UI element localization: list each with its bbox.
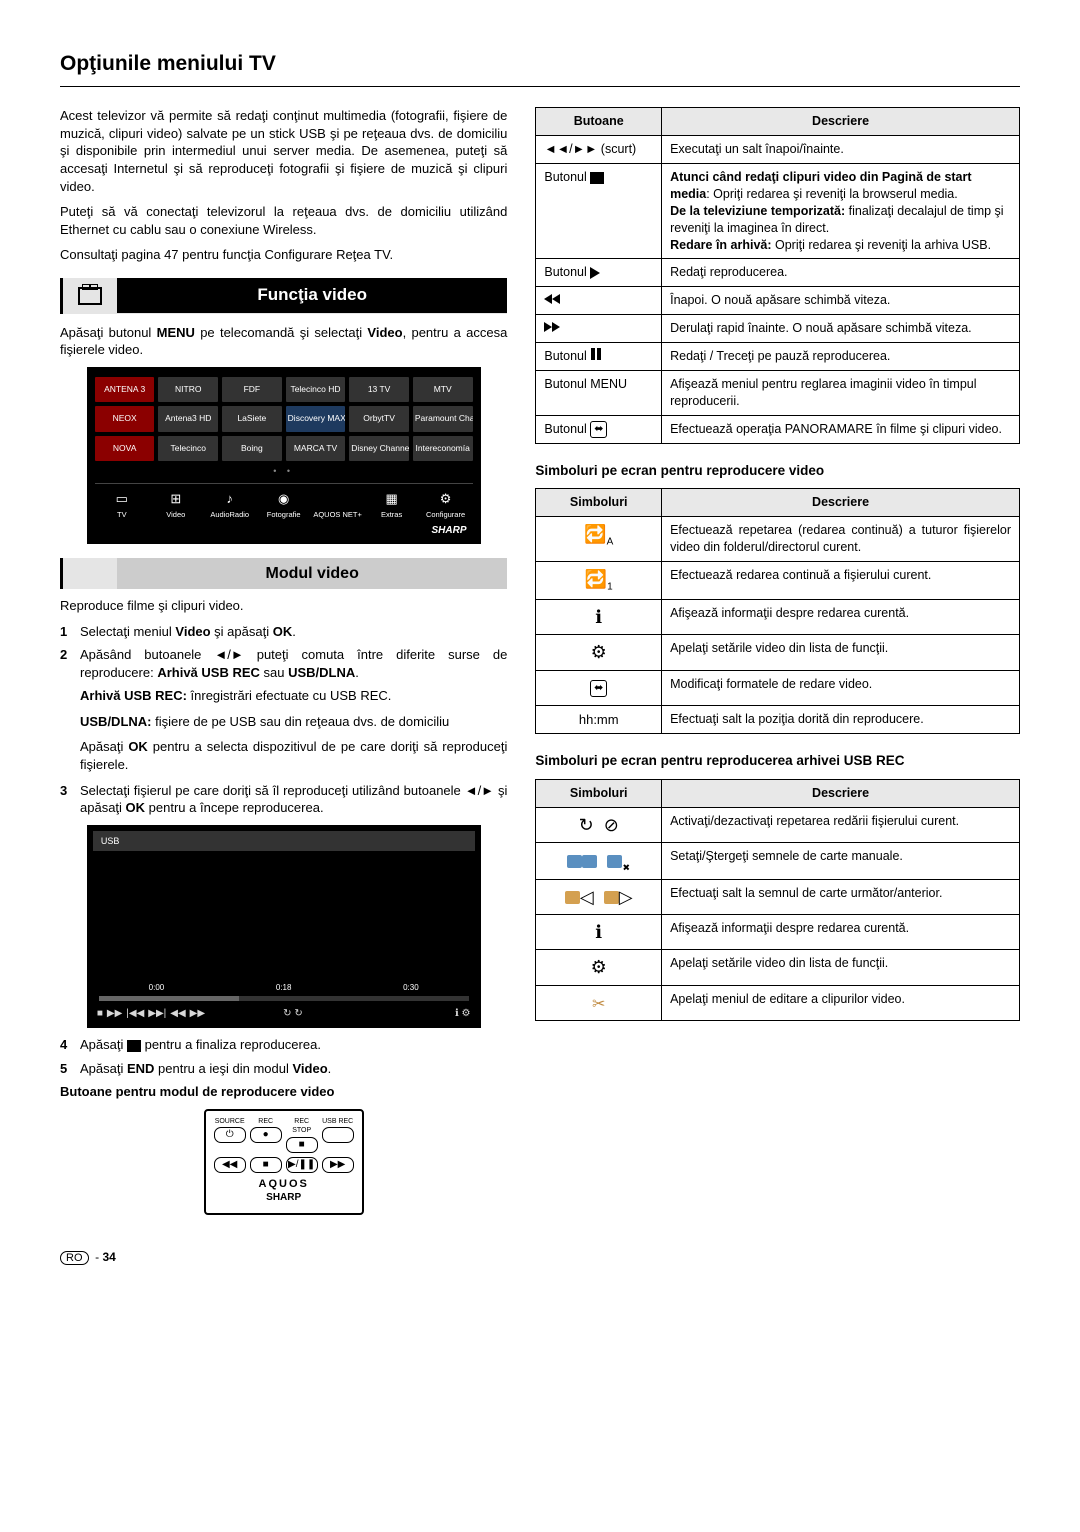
intro-p1: Acest televizor vă permite să redaţi con…	[60, 107, 507, 195]
tv-tile: ANTENA 3	[95, 377, 155, 402]
intro-p3: Consultaţi pagina 47 pentru funcţia Conf…	[60, 246, 507, 264]
video-intro: Apăsaţi butonul MENU pe telecomandă şi s…	[60, 324, 507, 359]
steps-list: 1Selectaţi meniul Video şi apăsaţi OK. 2…	[60, 623, 507, 682]
table-symbols-video: SimboluriDescriere 🔁AEfectuează repetare…	[535, 488, 1020, 734]
right-column: ButoaneDescriere ◄◄/►► (scurt)Executaţi …	[535, 107, 1020, 1221]
subhead-t2: Simboluri pe ecran pentru reproducere vi…	[535, 462, 1020, 480]
left-column: Acest televizor vă permite să redaţi con…	[60, 107, 507, 1221]
intro-p2: Puteţi să vă conectaţi televizorul la re…	[60, 203, 507, 238]
tv-menu-image: ANTENA 3 NITRO FDF Telecinco HD 13 TV MT…	[87, 367, 481, 544]
film-icon	[63, 278, 117, 314]
subhead-t3: Simboluri pe ecran pentru reproducerea a…	[535, 752, 1020, 770]
table-symbols-usbrec: SimboluriDescriere ↻ ⊘Activaţi/dezactiva…	[535, 779, 1020, 1021]
title-rule	[60, 86, 1020, 87]
modul-intro: Reproduce filme şi clipuri video.	[60, 597, 507, 615]
caption-buttons: Butoane pentru modul de reproducere vide…	[60, 1083, 507, 1101]
section-video-title: Funcţia video	[117, 278, 507, 313]
playback-image: USB 0:000:180:30 ■▶▶|◀◀▶▶|◀◀▶▶↻ ↻ℹ ⚙	[87, 825, 481, 1028]
subsection-modul-video: Modul video	[60, 558, 507, 590]
page-title: Opţiunile meniului TV	[60, 50, 1020, 78]
remote-image: SOURCE⏻ REC● REC STOP■ USB REC ◀◀■▶/❚❚▶▶…	[204, 1109, 364, 1215]
table-buttons: ButoaneDescriere ◄◄/►► (scurt)Executaţi …	[535, 107, 1020, 444]
page-footer: RO - 34	[60, 1249, 1020, 1266]
section-video-header: Funcţia video	[60, 278, 507, 314]
